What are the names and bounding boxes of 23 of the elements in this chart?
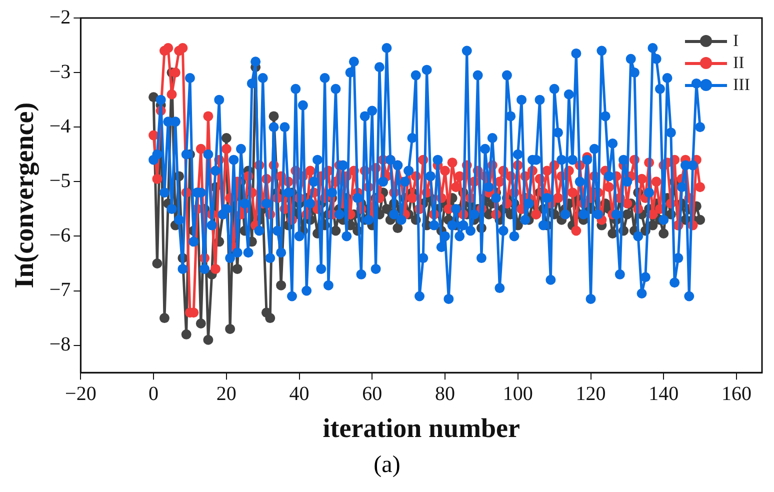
y-axis-title: In(convergence) (9, 102, 40, 288)
x-tick-label: 140 (648, 382, 679, 405)
x-tick-label: 40 (289, 382, 310, 405)
x-tick-label: 100 (502, 382, 533, 405)
x-tick-label: 20 (216, 382, 236, 405)
y-tick-label: −7 (49, 279, 71, 302)
x-tick-label: 60 (362, 382, 382, 405)
y-tick-label: −2 (49, 6, 71, 28)
text: (a) (372, 452, 402, 479)
legend-label: III (733, 75, 750, 95)
y-tick-label: −6 (49, 224, 71, 246)
x-tick-label: 120 (576, 382, 606, 405)
legend-label: II (733, 53, 744, 73)
x-axis-title: iteration number (322, 412, 520, 443)
y-tick-label: −5 (49, 170, 71, 192)
x-tick-label: −20 (65, 382, 96, 405)
x-tick-label: 160 (721, 382, 752, 405)
legend-label: I (733, 31, 739, 51)
y-tick-label: −3 (49, 60, 71, 83)
x-tick-label: 0 (148, 382, 159, 405)
x-tick-label: 80 (435, 382, 456, 405)
y-tick-label: −8 (49, 334, 71, 356)
y-tick-label: −4 (49, 115, 71, 138)
